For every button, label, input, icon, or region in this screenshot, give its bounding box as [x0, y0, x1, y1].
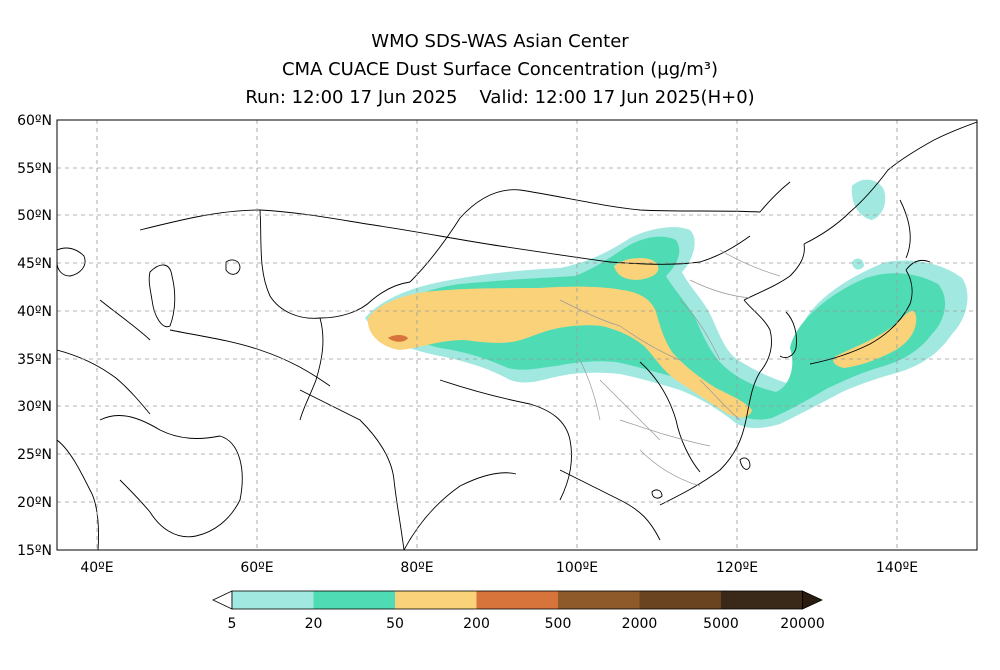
title-center-name: WMO SDS-WAS Asian Center: [371, 31, 629, 52]
run-time: Run: 12:00 17 Jun 2025: [245, 87, 458, 108]
colorbar: 5 20 50 200 500 2000 5000 20000: [212, 590, 825, 632]
lon-label-120: 120ºE: [716, 560, 758, 576]
lon-label-140: 140ºE: [876, 560, 918, 576]
colorbar-label-2000: 2000: [622, 616, 658, 632]
colorbar-label-200: 200: [463, 616, 490, 632]
colorbar-bin-5-20: [232, 591, 314, 609]
coastline-borders: [57, 121, 977, 550]
latitude-labels: 60ºN 55ºN 50ºN 45ºN 40ºN 35ºN 30ºN 25ºN …: [17, 113, 52, 559]
longitude-labels: 40ºE 60ºE 80ºE 100ºE 120ºE 140ºE: [80, 560, 918, 576]
lon-label-80: 80ºE: [400, 560, 433, 576]
title-time: Run: 12:00 17 Jun 2025 Valid: 12:00 17 Ju…: [0, 84, 1000, 112]
lon-label-100: 100ºE: [556, 560, 598, 576]
province-borders: [559, 249, 781, 487]
dust-level-200-500: [388, 335, 408, 342]
lat-label-55: 55ºN: [17, 161, 52, 177]
graticule: [57, 120, 977, 550]
dust-level-20-50: [390, 236, 946, 420]
dust-region-main: [390, 236, 946, 420]
colorbar-over-triangle: [802, 590, 823, 610]
lon-label-40: 40ºE: [80, 560, 113, 576]
colorbar-label-5: 5: [228, 616, 237, 632]
colorbar-bin-5000-20000: [721, 591, 803, 609]
dust-region-taklimakan-loess: [367, 286, 752, 418]
map-frame-border: [56, 119, 978, 551]
lat-label-35: 35ºN: [17, 352, 52, 368]
colorbar-bin-20-50: [313, 591, 395, 609]
colorbar-label-5000: 5000: [703, 616, 739, 632]
colorbar-outline: [231, 590, 803, 610]
lat-label-15: 15ºN: [17, 543, 52, 559]
lat-label-25: 25ºN: [17, 447, 52, 463]
map-content: [57, 120, 977, 550]
valid-time: Valid: 12:00 17 Jun 2025(H+0): [479, 87, 755, 108]
colorbar-label-50: 50: [386, 616, 404, 632]
title-block: WMO SDS-WAS Asian Center CMA CUACE Dust …: [0, 28, 1000, 112]
lat-label-60: 60ºN: [17, 113, 52, 129]
dust-concentration-layer: [365, 179, 968, 429]
lat-label-50: 50ºN: [17, 208, 52, 224]
title-product: CMA CUACE Dust Surface Concentration (μg…: [281, 59, 719, 80]
dust-region-northeast: [851, 179, 886, 220]
lat-label-20: 20ºN: [17, 495, 52, 511]
colorbar-bin-500-2000: [558, 591, 640, 609]
colorbar-label-20: 20: [305, 616, 323, 632]
lat-label-40: 40ºN: [17, 304, 52, 320]
colorbar-bin-2000-5000: [639, 591, 721, 609]
colorbar-label-500: 500: [545, 616, 572, 632]
colorbar-bin-200-500: [476, 591, 558, 609]
colorbar-label-20000: 20000: [780, 616, 825, 632]
lat-label-30: 30ºN: [17, 399, 52, 415]
lat-label-45: 45ºN: [17, 256, 52, 272]
lon-label-60: 60ºE: [240, 560, 273, 576]
colorbar-under-triangle: [212, 590, 233, 610]
colorbar-bin-50-200: [395, 591, 477, 609]
dust-region-northeast-small: [852, 258, 864, 270]
dust-region-mongolia: [614, 258, 659, 280]
